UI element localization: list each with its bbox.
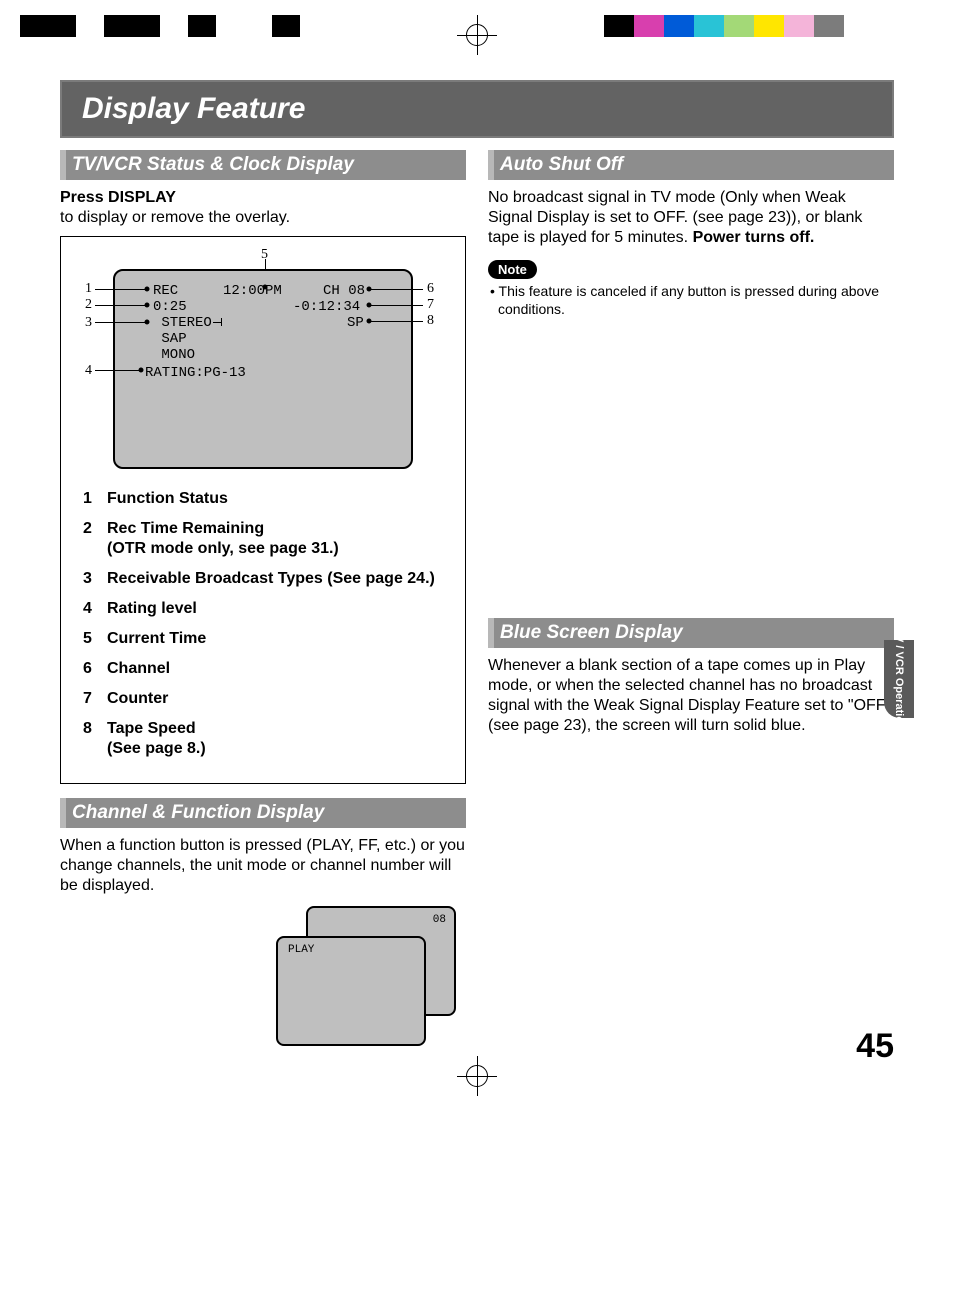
callout-3: 3 (85, 315, 92, 331)
legend-item: 6Channel (83, 659, 451, 679)
osd-rem: 0:25 (153, 299, 187, 315)
page-title-bar: Display Feature (60, 80, 894, 138)
note-text: • This feature is canceled if any button… (488, 283, 894, 318)
mini-osd-pair: 08 PLAY (276, 906, 456, 1056)
page-number: 45 (856, 1027, 894, 1066)
section-tab-label: TV / VCR Operation (893, 628, 905, 729)
osd-ch: CH 08 (323, 283, 365, 299)
callout-2: 2 (85, 297, 92, 313)
section-channel-function: Channel & Function Display (60, 798, 466, 828)
section-tab: TV / VCR Operation (884, 640, 914, 718)
note-label: Note (488, 260, 537, 279)
osd-sp: SP (347, 315, 364, 331)
legend-item: 5Current Time (83, 629, 451, 649)
legend-item: 7Counter (83, 689, 451, 709)
legend-item: 2Rec Time Remaining(OTR mode only, see p… (83, 519, 451, 559)
legend-item: 4Rating level (83, 599, 451, 619)
osd-stereo: STEREO (153, 315, 212, 331)
callout-7: 7 (427, 297, 434, 313)
mini-osd-play-text: PLAY (288, 944, 314, 956)
osd-legend: 1Function Status 2Rec Time Remaining(OTR … (83, 489, 451, 759)
osd-frame: 5 REC 12:00PM CH 08 0:25 -0:12:34 STEREO… (113, 269, 413, 469)
channel-function-body: When a function button is pressed (PLAY,… (60, 836, 466, 896)
power-turns-off: Power turns off. (693, 229, 815, 246)
press-display-rest: to display or remove the overlay. (60, 209, 290, 226)
legend-item: 3Receivable Broadcast Types (See page 24… (83, 569, 451, 589)
legend-item: 1Function Status (83, 489, 451, 509)
crosshair-bottom-icon (457, 1056, 497, 1096)
osd-mono: MONO (153, 347, 195, 363)
legend-item: 8Tape Speed(See page 8.) (83, 719, 451, 759)
osd-diagram-box: 5 REC 12:00PM CH 08 0:25 -0:12:34 STEREO… (60, 236, 466, 784)
press-display-bold: Press DISPLAY (60, 189, 176, 206)
section-blue-screen: Blue Screen Display (488, 618, 894, 648)
callout-6: 6 (427, 281, 434, 297)
blue-screen-body: Whenever a blank section of a tape comes… (488, 656, 894, 736)
mini-osd-channel-text: 08 (433, 914, 446, 926)
auto-shut-off-body: No broadcast signal in TV mode (Only whe… (488, 188, 894, 248)
osd-rating: RATING:PG-13 (145, 365, 246, 381)
osd-sap: SAP (153, 331, 187, 347)
section-tv-vcr-status: TV/VCR Status & Clock Display (60, 150, 466, 180)
osd-counter: -0:12:34 (293, 299, 360, 315)
section-auto-shut-off: Auto Shut Off (488, 150, 894, 180)
press-display-line: Press DISPLAY to display or remove the o… (60, 188, 466, 228)
page-title: Display Feature (62, 82, 892, 136)
callout-4: 4 (85, 363, 92, 379)
callout-8: 8 (427, 313, 434, 329)
callout-1: 1 (85, 281, 92, 297)
osd-rec: REC (153, 283, 178, 299)
osd-time: 12:00PM (223, 283, 282, 299)
mini-osd-play: PLAY (276, 936, 426, 1046)
